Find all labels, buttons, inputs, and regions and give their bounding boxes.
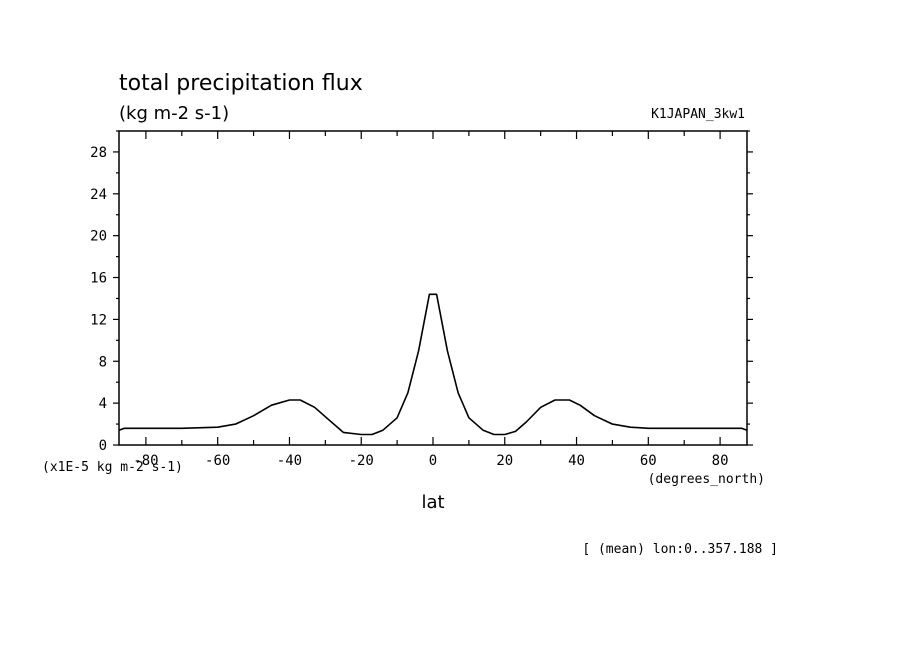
axis-tick-labels: -80 -60 -40 -20 0 20 40 60 80 0 4 8 12 16 20 24 28 [90,145,728,469]
x-tick-label: 60 [640,453,657,469]
x-tick-label: 40 [568,453,585,469]
x-tick-label: -40 [277,453,302,469]
y-tick-label: 28 [90,145,107,161]
x-tick-label: 0 [429,453,437,469]
dataset-label: K1JAPAN_3kw1 [651,107,745,122]
x-tick-label: -60 [205,453,230,469]
y-tick-label: 16 [90,271,107,287]
x-tick-label: -20 [349,453,374,469]
chart-units: (kg m-2 s-1) [119,103,229,124]
chart-title: total precipitation flux [119,71,363,96]
y-tick-label: 24 [90,187,107,203]
y-tick-label: 20 [90,229,107,245]
x-tick-label: 20 [496,453,513,469]
y-tick-label: 4 [99,396,107,412]
plot-frame [118,130,748,446]
series-layer [118,293,748,436]
y-scale-note: (x1E-5 kg m-2 s-1) [42,460,183,475]
axis-ticks [113,130,753,446]
series-line [118,293,748,436]
footnote: [ (mean) lon:0..357.188 ] [582,542,778,557]
y-tick-label: 8 [99,354,107,370]
x-axis-label: lat [421,492,444,513]
x-units-label: (degrees_north) [648,472,765,487]
y-tick-label: 0 [99,438,107,454]
y-tick-label: 12 [90,312,107,328]
x-tick-label: 80 [712,453,729,469]
x-tick-label: -80 [133,453,158,469]
